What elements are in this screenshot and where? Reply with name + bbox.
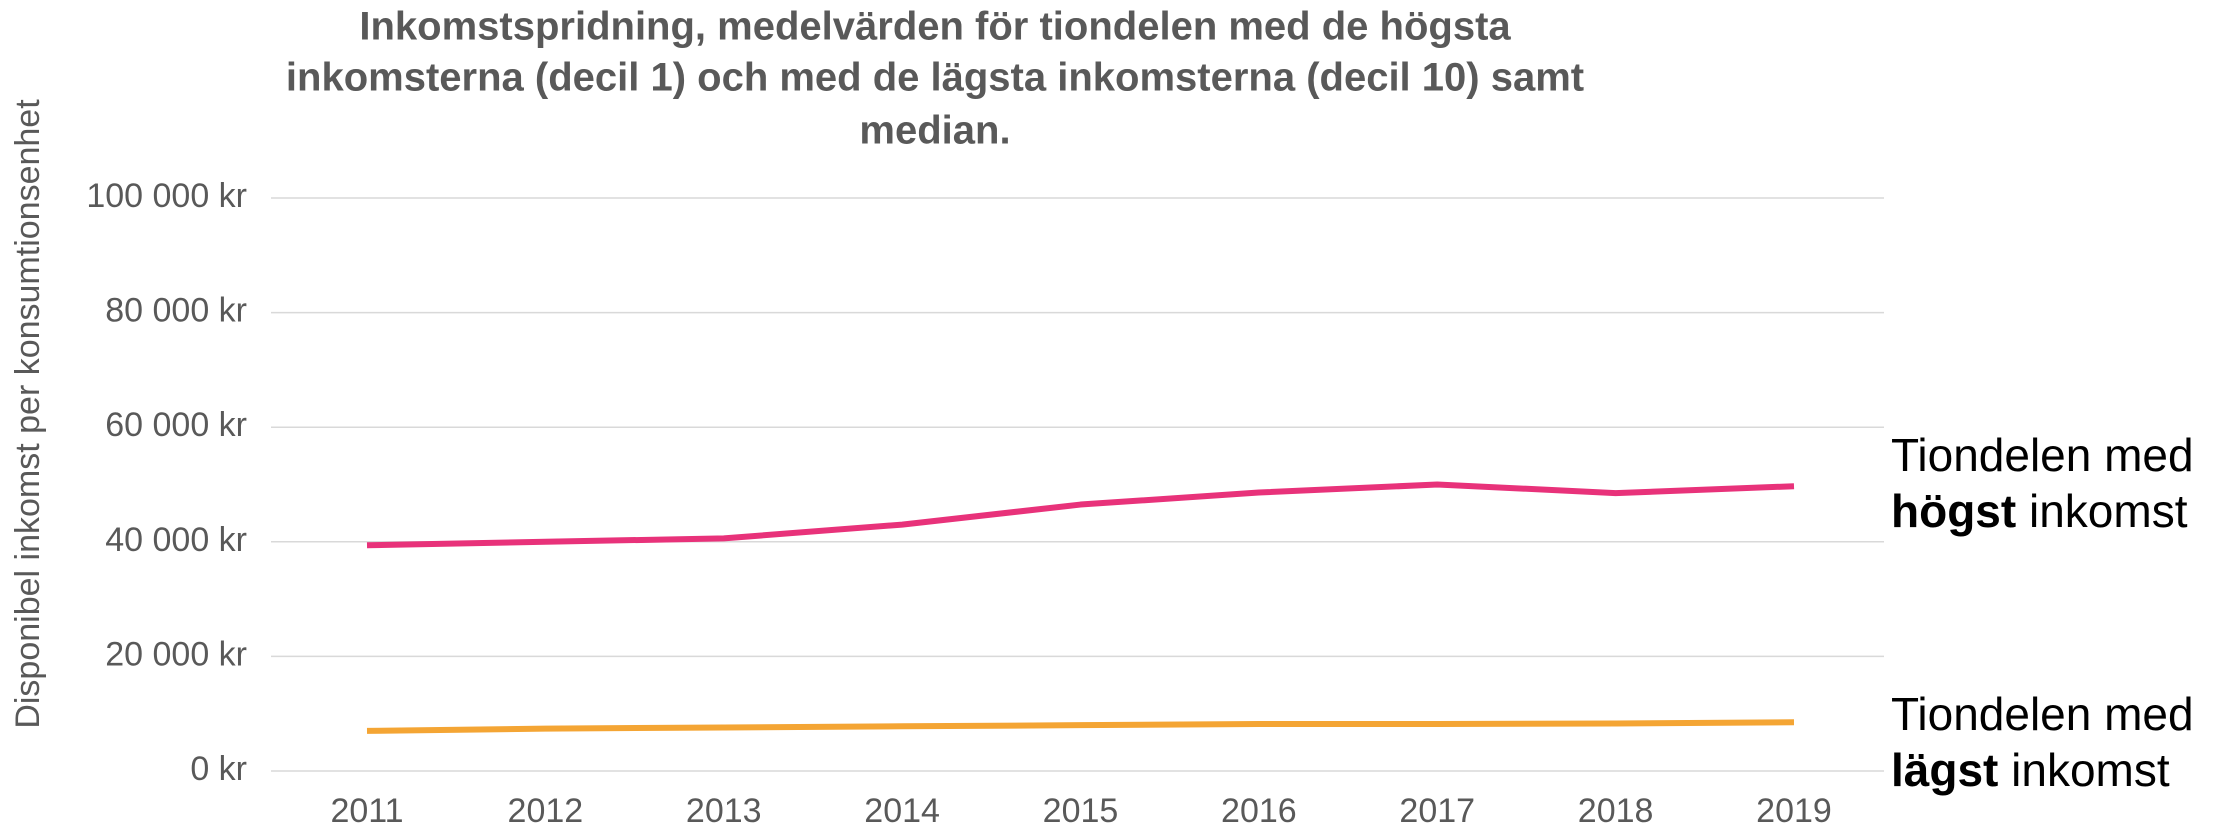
y-tick-label: 40 000 kr	[105, 521, 247, 559]
series-label-rest: inkomst	[2011, 744, 2170, 796]
y-tick-label: 0 kr	[190, 750, 247, 788]
x-tick-label: 2017	[1399, 792, 1475, 828]
series-line	[366, 719, 1795, 734]
chart-title: inkomsterna (decil 1) och med de lägsta …	[286, 56, 1584, 100]
y-tick-label: 20 000 kr	[105, 635, 247, 673]
x-tick-label: 2016	[1221, 792, 1297, 828]
series-label: Tiondelen med	[1891, 688, 2194, 740]
x-tick-label: 2011	[330, 792, 403, 828]
x-tick-label: 2018	[1578, 792, 1654, 828]
series-label-bold: lägst	[1891, 744, 1998, 796]
x-tick-label: 2015	[1043, 792, 1119, 828]
y-tick-label: 100 000 kr	[86, 177, 247, 215]
y-tick-label: 80 000 kr	[105, 292, 247, 330]
series-label: lägst inkomst	[1891, 744, 2170, 796]
x-tick-label: 2013	[686, 792, 762, 828]
x-tick-label: 2019	[1756, 792, 1832, 828]
chart-title: median.	[859, 109, 1010, 153]
x-tick-label: 2012	[508, 792, 584, 828]
series-label: högst inkomst	[1891, 485, 2188, 537]
x-tick-label: 2014	[864, 792, 940, 828]
series-label-bold: högst	[1891, 485, 2016, 537]
series-label: Tiondelen med	[1891, 429, 2194, 481]
y-axis-label: Disponibel inkomst per konsumtionsenhet	[9, 99, 47, 729]
series-label-rest: inkomst	[2029, 485, 2188, 537]
series-line	[366, 481, 1795, 549]
chart-title: Inkomstspridning, medelvärden för tionde…	[359, 5, 1511, 49]
y-tick-label: 60 000 kr	[105, 406, 247, 444]
